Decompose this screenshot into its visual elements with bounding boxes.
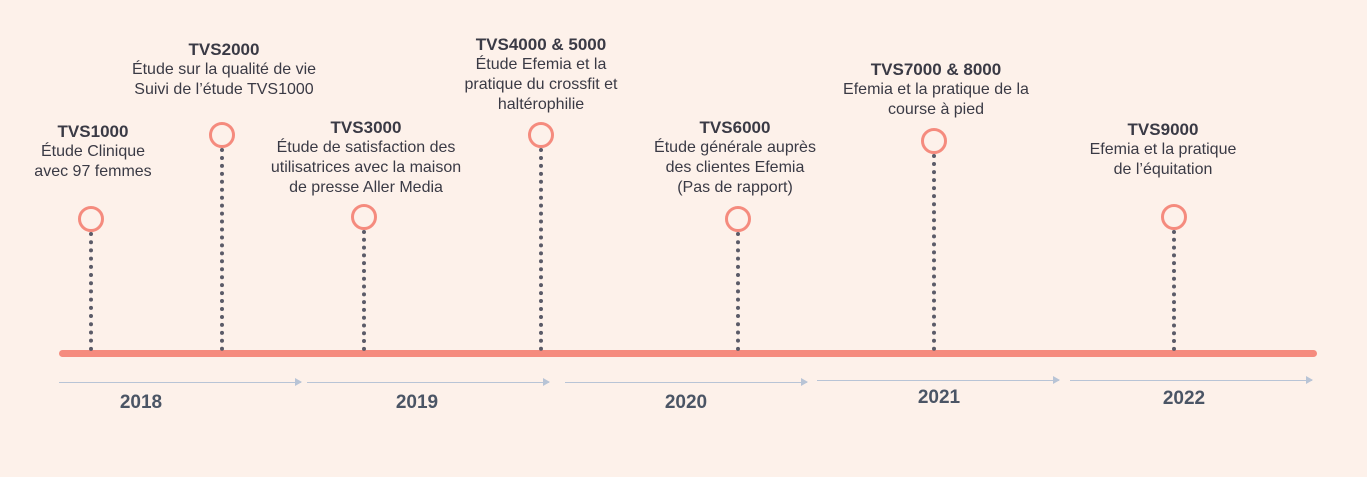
year-arrow: [307, 378, 550, 386]
milestone-marker: [351, 204, 377, 230]
milestone-line: Étude Clinique: [40, 143, 146, 160]
milestone-label: TVS1000 Étude Clinique avec 97 femmes: [23, 122, 163, 182]
milestone-title: TVS2000: [188, 40, 260, 59]
milestone-label: TVS6000 Étude générale auprès des client…: [629, 118, 841, 198]
milestone-label: TVS9000 Efemia et la pratique de l’équit…: [1068, 120, 1258, 180]
year-arrow: [565, 378, 808, 386]
milestone-marker: [78, 206, 104, 232]
milestone-title: TVS1000: [57, 122, 129, 141]
year-label: 2021: [917, 387, 961, 408]
milestone-line: des clientes Efemia: [665, 159, 805, 176]
year-arrow: [817, 376, 1060, 384]
milestone-line: Étude générale auprès: [654, 139, 816, 156]
milestone-line: de presse Aller Media: [289, 179, 443, 196]
milestone-stem: [736, 232, 740, 351]
timeline-bar: [59, 350, 1317, 357]
year-label: 2022: [1162, 388, 1206, 409]
year-label: 2018: [119, 392, 163, 413]
milestone-marker: [209, 122, 235, 148]
year-label: 2020: [664, 392, 708, 413]
milestone-marker: [725, 206, 751, 232]
milestone-line: Suivi de l’étude TVS1000: [134, 81, 314, 98]
milestone-line: de l’équitation: [1113, 161, 1213, 178]
milestone-stem: [220, 148, 224, 351]
milestone-title: TVS6000: [699, 118, 771, 137]
milestone-line: (Pas de rapport): [677, 179, 793, 196]
milestone-marker: [1161, 204, 1187, 230]
milestone-line: Étude de satisfaction des: [276, 139, 456, 156]
milestone-line: haltérophilie: [497, 96, 585, 113]
milestone-title: TVS7000 & 8000: [870, 60, 1002, 79]
year-arrow: [1070, 376, 1313, 384]
milestone-stem: [362, 230, 366, 351]
milestone-line: avec 97 femmes: [34, 163, 152, 180]
milestone-title: TVS9000: [1127, 120, 1199, 139]
milestone-marker: [528, 122, 554, 148]
milestone-label: TVS7000 & 8000 Efemia et la pratique de …: [820, 60, 1052, 120]
milestone-stem: [539, 148, 543, 351]
milestone-marker: [921, 128, 947, 154]
milestone-line: pratique du crossfit et: [464, 76, 618, 93]
milestone-label: TVS4000 & 5000 Étude Efemia et la pratiq…: [436, 35, 646, 115]
milestone-line: utilisatrices avec la maison: [270, 159, 462, 176]
milestone-line: course à pied: [887, 101, 985, 118]
milestone-stem: [932, 154, 936, 351]
milestone-stem: [89, 232, 93, 351]
year-label: 2019: [395, 392, 439, 413]
milestone-stem: [1172, 230, 1176, 351]
milestone-line: Étude sur la qualité de vie: [131, 61, 317, 78]
milestone-line: Efemia et la pratique: [1089, 141, 1237, 158]
milestone-title: TVS4000 & 5000: [475, 35, 607, 54]
milestone-line: Étude Efemia et la: [475, 56, 607, 73]
milestone-title: TVS3000: [330, 118, 402, 137]
milestone-line: Efemia et la pratique de la: [843, 81, 1029, 98]
milestone-label: TVS2000 Étude sur la qualité de vie Suiv…: [104, 40, 344, 100]
milestone-label: TVS3000 Étude de satisfaction des utilis…: [252, 118, 480, 198]
year-arrow: [59, 378, 302, 386]
